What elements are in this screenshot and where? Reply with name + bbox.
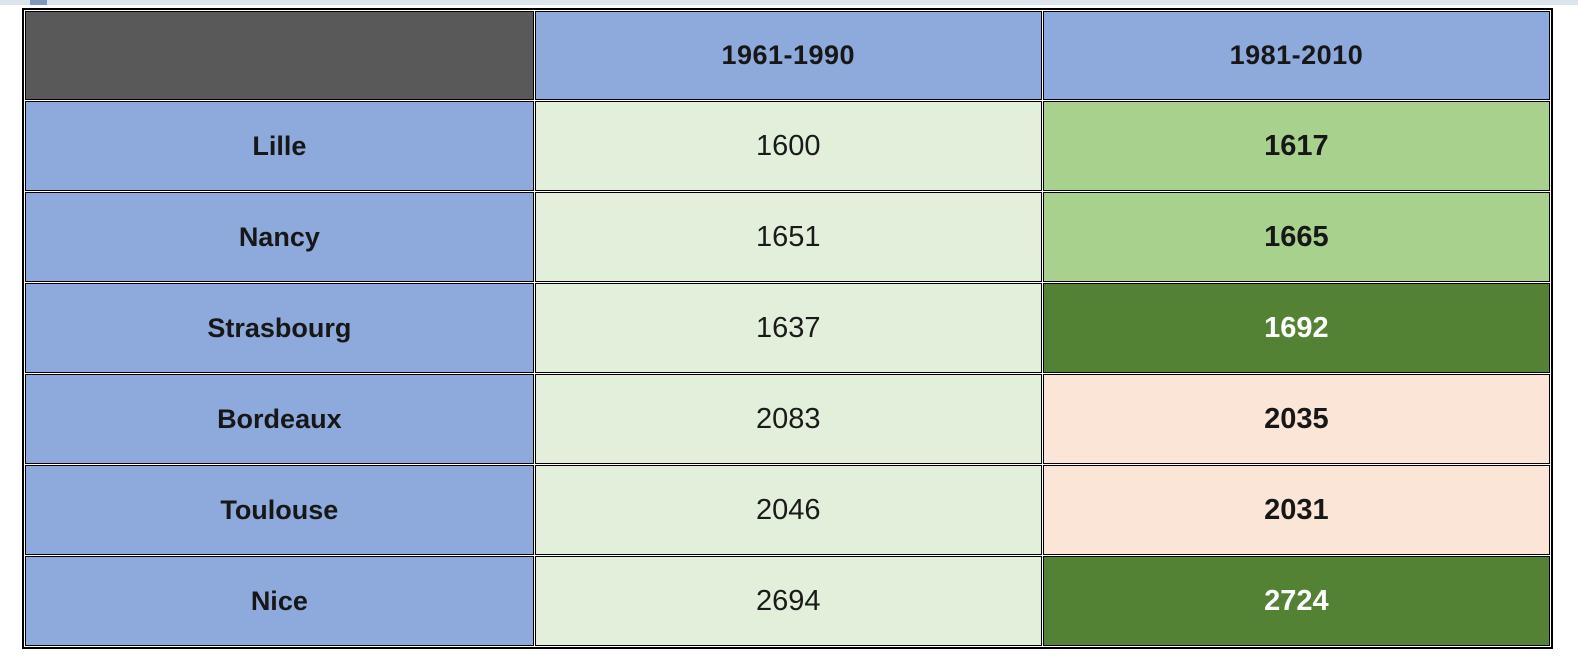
column-header-1961-1990: 1961-1990 bbox=[534, 11, 1042, 100]
value-1961-1990: 2083 bbox=[534, 374, 1042, 464]
table-row-nancy: Nancy 1651 1665 bbox=[25, 192, 1550, 282]
city-label: Nancy bbox=[25, 192, 534, 282]
table-row-bordeaux: Bordeaux 2083 2035 bbox=[25, 374, 1550, 464]
city-label: Lille bbox=[25, 101, 534, 191]
corner-cell bbox=[25, 11, 534, 100]
column-header-1981-2010: 1981-2010 bbox=[1042, 11, 1550, 100]
sunshine-comparison-table: 1961-1990 1981-2010 Lille 1600 1617 Nanc… bbox=[22, 8, 1553, 649]
value-1961-1990: 1637 bbox=[534, 283, 1042, 373]
value-1961-1990: 1600 bbox=[534, 101, 1042, 191]
city-label: Strasbourg bbox=[25, 283, 534, 373]
table-row-strasbourg: Strasbourg 1637 1692 bbox=[25, 283, 1550, 373]
value-1981-2010: 2035 bbox=[1042, 374, 1550, 464]
window-top-strip bbox=[0, 0, 1578, 5]
header-row: 1961-1990 1981-2010 bbox=[25, 11, 1550, 100]
value-1981-2010: 2724 bbox=[1042, 556, 1550, 646]
value-1961-1990: 2694 bbox=[534, 556, 1042, 646]
city-label: Nice bbox=[25, 556, 534, 646]
table-row-lille: Lille 1600 1617 bbox=[25, 101, 1550, 191]
value-1981-2010: 1617 bbox=[1042, 101, 1550, 191]
value-1961-1990: 1651 bbox=[534, 192, 1042, 282]
table-row-toulouse: Toulouse 2046 2031 bbox=[25, 465, 1550, 555]
value-1981-2010: 1692 bbox=[1042, 283, 1550, 373]
value-1981-2010: 2031 bbox=[1042, 465, 1550, 555]
city-label: Bordeaux bbox=[25, 374, 534, 464]
value-1961-1990: 2046 bbox=[534, 465, 1042, 555]
value-1981-2010: 1665 bbox=[1042, 192, 1550, 282]
window-top-strip-accent bbox=[30, 0, 47, 5]
table-row-nice: Nice 2694 2724 bbox=[25, 556, 1550, 646]
city-label: Toulouse bbox=[25, 465, 534, 555]
